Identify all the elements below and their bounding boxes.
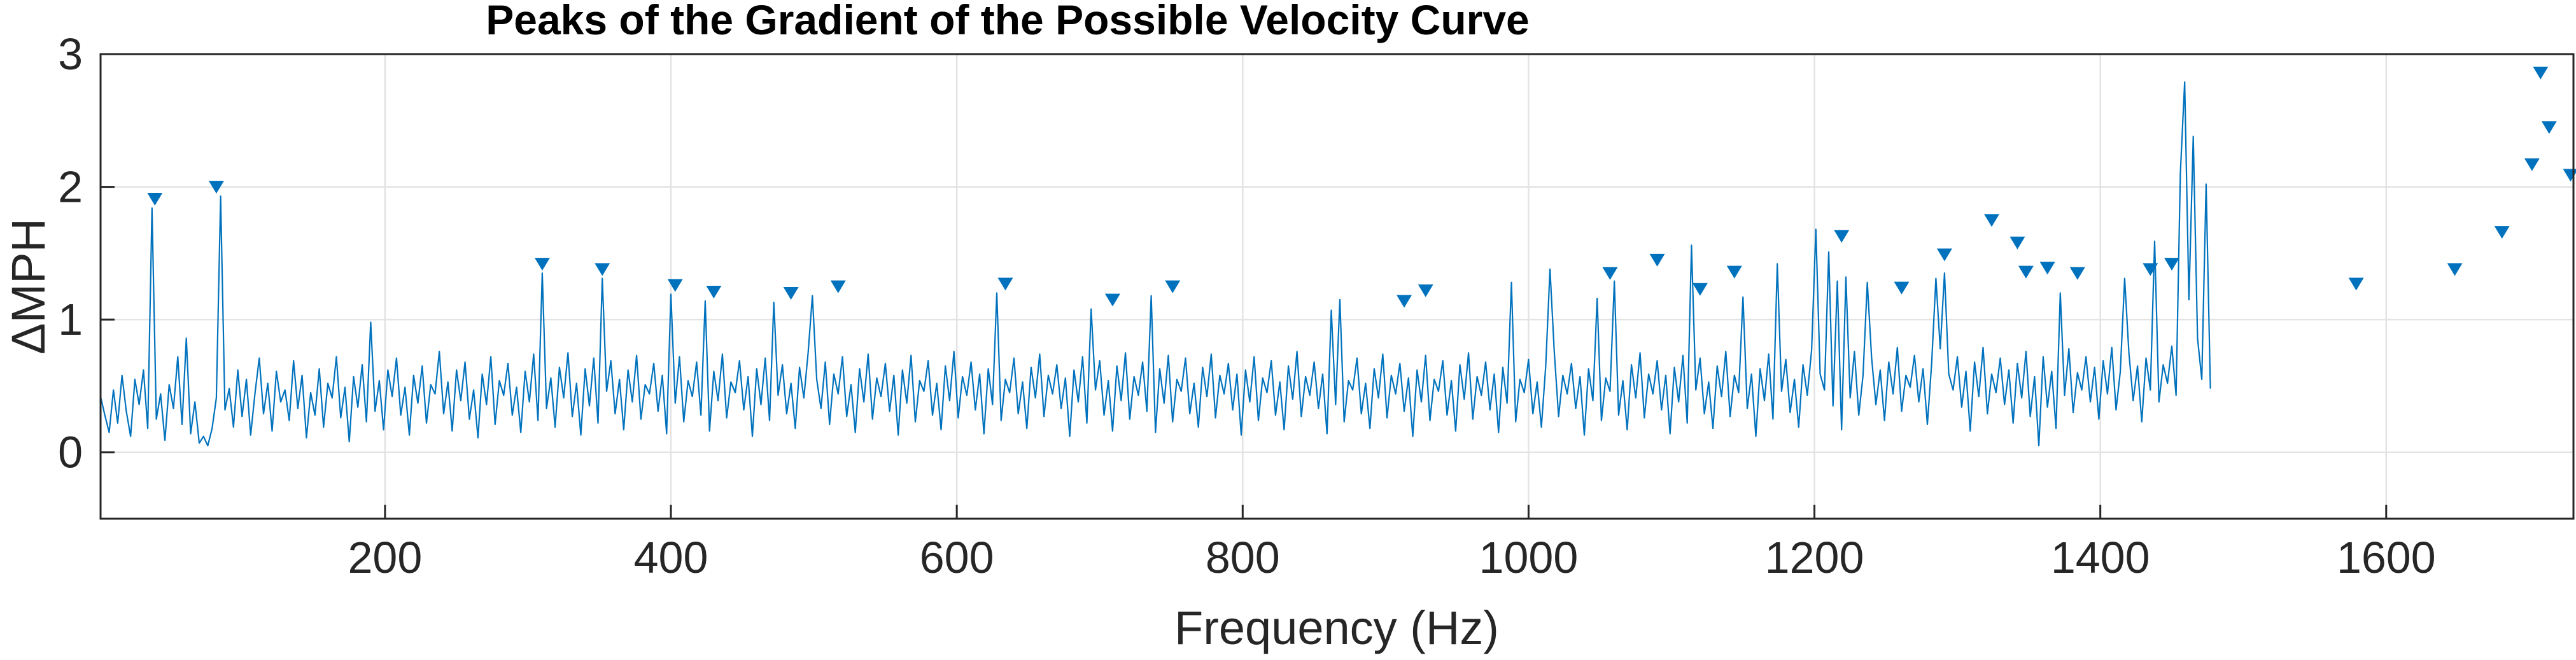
x-tick-label: 400 <box>634 533 708 582</box>
y-tick-label: 0 <box>58 428 83 477</box>
series-layer <box>99 81 2211 447</box>
peak-marker <box>208 181 224 194</box>
peak-marker <box>595 263 610 276</box>
peak-marker <box>1418 284 1433 297</box>
y-axis-label: ΔMPH <box>2 218 55 355</box>
plot-frame <box>99 53 2575 520</box>
peak-marker <box>534 258 550 271</box>
peak-marker <box>830 280 846 293</box>
peak-marker <box>2069 267 2085 280</box>
peak-marker <box>783 287 799 300</box>
x-axis-label: Frequency (Hz) <box>1174 601 1499 654</box>
peak-marker <box>1397 295 1412 308</box>
peak-marker <box>706 285 722 298</box>
y-tick-label: 2 <box>58 162 83 212</box>
y-tick-label: 3 <box>58 29 83 79</box>
peak-marker <box>1984 214 2000 227</box>
peak-marker <box>2447 263 2463 276</box>
peak-marker <box>2164 258 2179 271</box>
peak-marker <box>2533 66 2549 80</box>
plot-background <box>101 54 2573 519</box>
x-tick-label: 200 <box>348 533 422 582</box>
peak-marker <box>1936 248 1952 262</box>
peak-marker <box>667 279 683 292</box>
axis-ticks: 200 400 600 800 1000 1200 1400 1600 0 1 2 3 <box>58 29 2436 582</box>
peak-marker <box>1726 265 1742 279</box>
peak-marker <box>1104 293 1120 307</box>
y-tick-label: 1 <box>58 295 83 344</box>
series-line <box>99 81 2211 447</box>
x-tick-label: 1400 <box>2051 533 2150 582</box>
peak-marker <box>147 192 163 206</box>
peak-marker <box>2009 236 2025 249</box>
peak-marker <box>2348 277 2364 291</box>
peak-marker <box>2143 263 2158 276</box>
peak-marker <box>1692 283 1708 296</box>
peak-marker <box>1602 267 1618 280</box>
peak-marker <box>2039 262 2055 275</box>
peak-marker <box>1649 253 1665 267</box>
peak-marker <box>2524 158 2540 171</box>
x-tick-label: 600 <box>920 533 994 582</box>
peak-marker <box>2541 121 2557 134</box>
x-tick-label: 1600 <box>2337 533 2436 582</box>
peak-marker <box>997 277 1013 291</box>
x-tick-label: 800 <box>1206 533 1280 582</box>
peak-marker <box>2494 226 2510 239</box>
peak-marker <box>1834 230 1850 243</box>
chart-title: Peaks of the Gradient of the Possible Ve… <box>486 0 1530 43</box>
peak-marker <box>1894 281 1910 295</box>
x-tick-label: 1000 <box>1479 533 1579 582</box>
peak-marker <box>2018 265 2034 279</box>
peak-marker <box>1165 280 1181 293</box>
x-tick-label: 1200 <box>1765 533 1864 582</box>
